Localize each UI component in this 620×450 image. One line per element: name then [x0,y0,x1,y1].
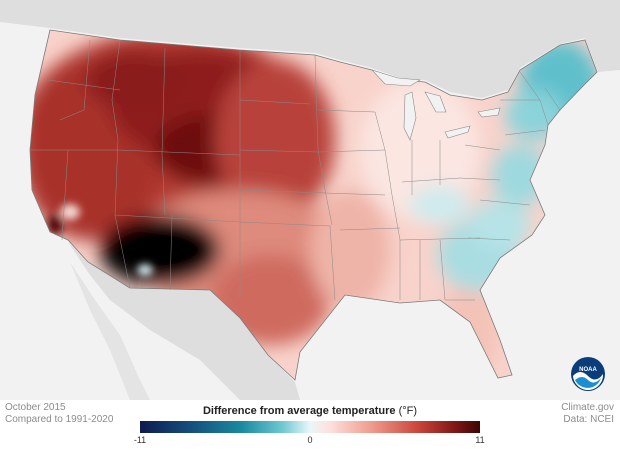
baseline-label: Compared to 1991-2020 [5,414,114,425]
tick-max: 11 [475,435,485,445]
site-credit: Climate.gov [561,402,614,413]
temperature-anomaly-map [0,0,620,400]
logo-text: NOAA [579,367,597,373]
surrounding-land [0,0,620,400]
legend-title-text: Difference from average temperature [202,405,396,417]
noaa-logo: NOAA [570,356,606,392]
month-label: October 2015 [5,402,66,413]
tick-min: -11 [133,435,147,445]
legend-title: Difference from average temperature (°F) [140,405,480,417]
great-lakes [371,69,501,141]
us-outline [29,29,598,381]
credits: Climate.gov Data: NCEI [561,402,614,426]
state-borders [30,39,561,301]
legend-unit: (°F) [398,405,418,417]
tick-zero: 0 [307,435,313,445]
map-caption: October 2015 Compared to 1991-2020 [5,402,113,426]
color-scale-bar [140,421,480,433]
data-source: Data: NCEI [563,414,614,425]
